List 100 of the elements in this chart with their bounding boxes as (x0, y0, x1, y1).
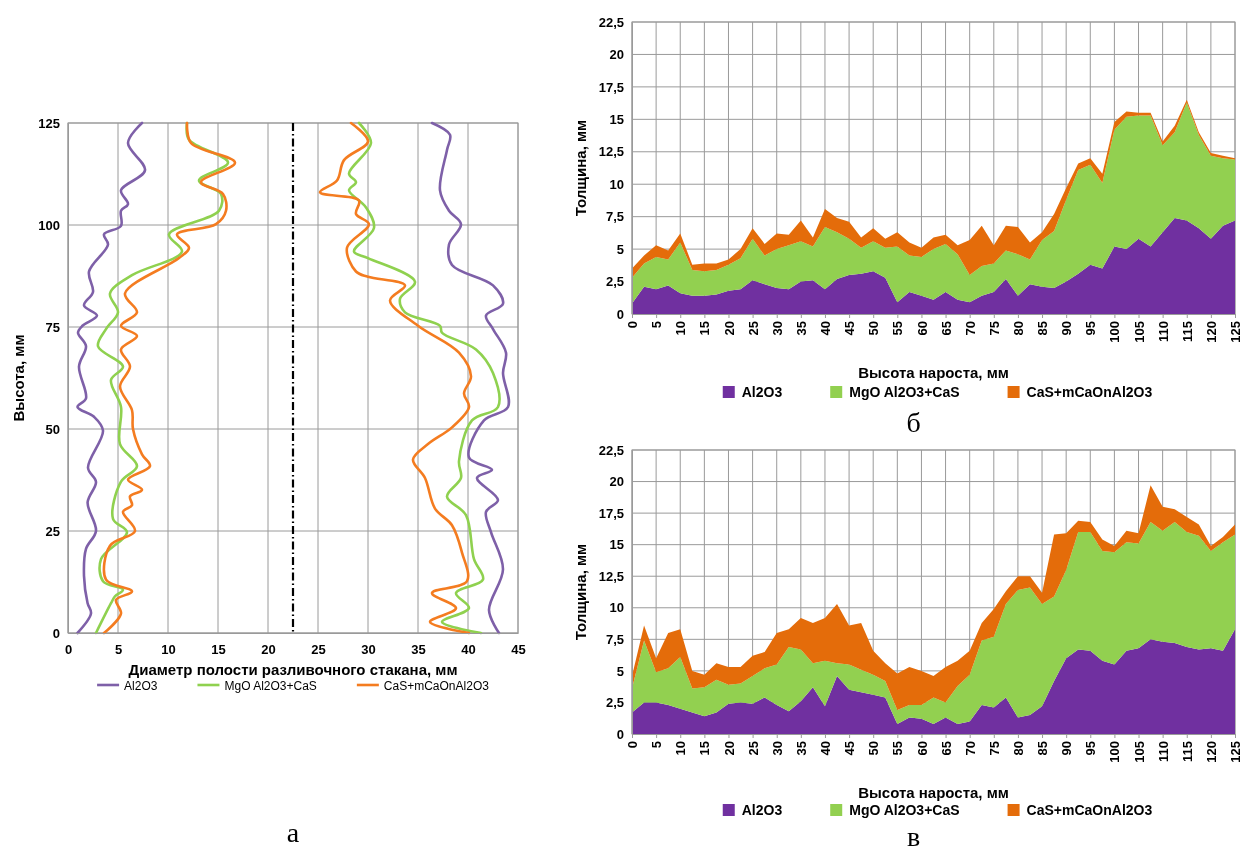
x-tick-label: 35 (411, 642, 426, 658)
y-tick-label: 10 (609, 176, 624, 192)
line-series (430, 121, 511, 635)
x-tick-label: 45 (842, 321, 858, 336)
x-tick-label: 110 (1155, 741, 1171, 762)
legend-label: CaS+mCaOnAl2O3 (1026, 384, 1153, 400)
y-tick-label: 100 (38, 217, 60, 233)
x-tick-label: 95 (1083, 321, 1099, 336)
x-tick-label: 5 (649, 321, 665, 329)
x-tick-label: 50 (866, 321, 882, 336)
x-tick-label: 0 (625, 321, 641, 329)
y-tick-label: 7,5 (605, 209, 624, 225)
x-tick-label: 75 (986, 741, 1002, 756)
y-tick-label: 10 (609, 600, 624, 616)
legend-label: Al2O3 (741, 802, 783, 818)
x-tick-label: 45 (842, 741, 858, 756)
y-tick-label: 12,5 (598, 144, 624, 160)
y-axis-title: Толщина, мм (572, 119, 589, 217)
y-tick-label: 12,5 (598, 568, 624, 584)
x-tick-label: 25 (745, 321, 761, 336)
legend-label: MgO Al2O3+CaS (224, 679, 317, 693)
x-tick-label: 0 (64, 642, 73, 658)
x-axis-title: Диаметр полости разливочного стакана, мм (128, 661, 458, 678)
x-tick-label: 120 (1203, 741, 1219, 763)
y-tick-label: 2,5 (605, 695, 624, 711)
x-tick-label: 90 (1059, 741, 1075, 756)
y-tick-label: 5 (616, 663, 624, 679)
x-tick-label: 15 (697, 321, 713, 336)
x-tick-label: 30 (361, 642, 376, 658)
x-tick-label: 80 (1010, 741, 1026, 756)
y-tick-label: 7,5 (605, 631, 624, 647)
x-tick-label: 65 (938, 741, 954, 756)
x-tick-label: 70 (962, 741, 978, 756)
y-tick-label: 20 (609, 474, 624, 490)
x-tick-label: 15 (697, 741, 713, 756)
x-tick-label: 25 (311, 642, 326, 658)
x-tick-label: 40 (818, 741, 834, 756)
y-axis-title: Высота, мм (10, 334, 27, 422)
legend-label: Al2O3 (741, 384, 783, 400)
line-series (347, 121, 501, 635)
x-tick-label: 15 (211, 642, 226, 658)
x-axis-title: Высота нароста, мм (858, 364, 1009, 381)
x-tick-label: 45 (511, 642, 526, 658)
x-tick-label: 110 (1155, 321, 1171, 342)
x-tick-label: 10 (161, 642, 176, 658)
x-tick-label: 35 (793, 741, 809, 756)
x-tick-label: 125 (1228, 741, 1244, 763)
x-tick-label: 30 (769, 741, 785, 756)
x-tick-label: 105 (1131, 321, 1147, 343)
x-tick-label: 100 (1107, 321, 1123, 343)
x-tick-label: 95 (1083, 741, 1099, 756)
text: в (906, 821, 921, 852)
y-tick-label: 5 (616, 241, 624, 257)
x-tick-label: 55 (890, 321, 906, 336)
x-tick-label: 120 (1203, 321, 1219, 343)
x-tick-label: 100 (1107, 741, 1123, 763)
legend-label: MgO Al2O3+CaS (849, 384, 960, 400)
x-tick-label: 40 (461, 642, 476, 658)
y-tick-label: 20 (609, 47, 624, 63)
y-tick-label: 0 (52, 625, 60, 641)
text: а (286, 817, 300, 848)
legend-label: CaS+mCaOnAl2O3 (383, 679, 490, 693)
x-tick-label: 115 (1179, 321, 1195, 342)
x-tick-label: 25 (745, 741, 761, 756)
x-tick-label: 115 (1179, 741, 1195, 762)
x-tick-label: 55 (890, 741, 906, 756)
legend-label: MgO Al2O3+CaS (849, 802, 960, 818)
x-tick-label: 20 (261, 642, 276, 658)
x-tick-label: 5 (649, 741, 665, 749)
y-tick-label: 2,5 (605, 274, 624, 290)
y-tick-label: 17,5 (598, 505, 624, 521)
x-tick-label: 60 (914, 741, 930, 756)
x-tick-label: 50 (866, 741, 882, 756)
x-tick-label: 70 (962, 321, 978, 336)
text: б (906, 407, 921, 438)
y-tick-label: 15 (609, 111, 624, 127)
x-tick-label: 20 (721, 741, 737, 756)
x-tick-label: 30 (769, 321, 785, 336)
y-tick-label: 22,5 (598, 14, 624, 30)
x-axis-title: Высота нароста, мм (858, 784, 1009, 801)
y-tick-label: 22,5 (598, 442, 624, 458)
x-tick-label: 85 (1035, 741, 1051, 756)
x-tick-label: 10 (673, 741, 689, 756)
x-tick-label: 5 (114, 642, 123, 658)
x-tick-label: 35 (793, 321, 809, 336)
x-tick-label: 80 (1010, 321, 1026, 336)
x-tick-label: 10 (673, 321, 689, 336)
x-tick-label: 40 (818, 321, 834, 336)
x-tick-label: 20 (721, 321, 737, 336)
x-tick-label: 105 (1131, 741, 1147, 763)
y-axis-title: Толщина, мм (572, 543, 589, 641)
x-tick-label: 85 (1035, 321, 1051, 336)
x-tick-label: 65 (938, 321, 954, 336)
x-tick-label: 90 (1059, 321, 1075, 336)
line-series (76, 121, 147, 635)
x-tick-label: 60 (914, 321, 930, 336)
y-tick-label: 15 (609, 537, 624, 553)
x-tick-label: 75 (986, 321, 1002, 336)
legend-label: Al2O3 (124, 679, 158, 693)
legend-label: CaS+mCaOnAl2O3 (1026, 802, 1153, 818)
